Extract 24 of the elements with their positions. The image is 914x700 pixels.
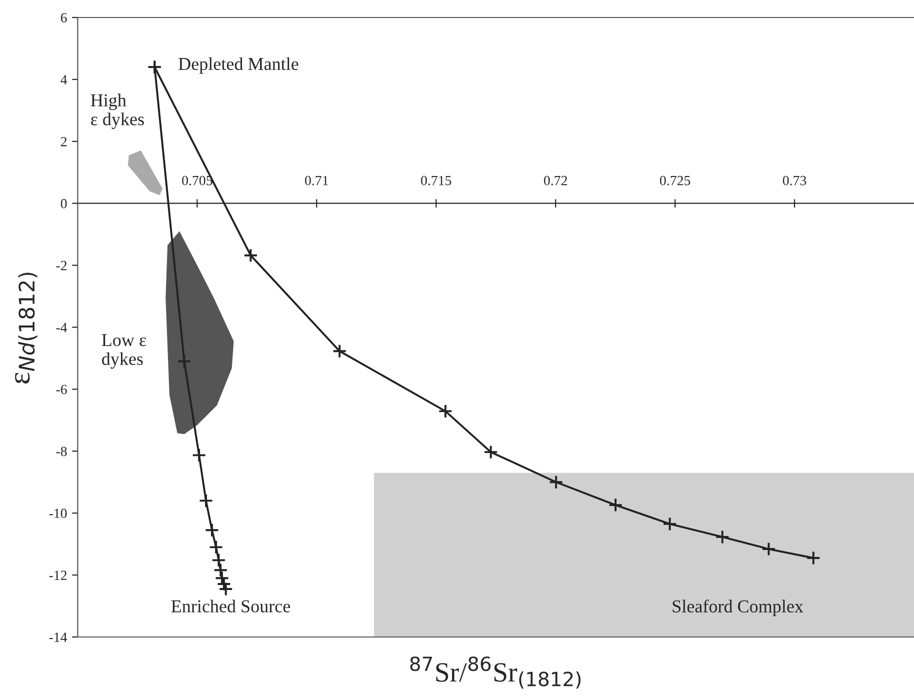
annotation: Depleted Mantle	[178, 57, 298, 74]
y-tick-label: 0	[60, 198, 67, 208]
y-tick-label: -2	[56, 260, 67, 270]
x-axis-title: $^{87}$Sr/$^{86}$Sr$_{(1812)}$	[410, 656, 581, 689]
x-tick-label: 0.72	[544, 176, 567, 186]
x-tick-label: 0.715	[421, 176, 452, 186]
annotation: High ε dykes	[90, 94, 144, 130]
y-tick-label: 4	[60, 75, 68, 84]
x-tick-label: 0.71	[305, 176, 328, 186]
annotation: Low ε dykes	[102, 334, 146, 369]
annotation: Enriched Source	[171, 600, 290, 612]
y-tick-label: 2	[60, 137, 67, 146]
y-tick-label: -6	[56, 384, 67, 394]
x-tick-label: 0.725	[660, 176, 690, 186]
y-tick-label: -8	[56, 446, 67, 456]
y-axis-title: ε$_{Nd(1812)}$	[15, 272, 38, 384]
x-tick-label: 0.705	[182, 176, 212, 186]
y-tick-label: -14	[49, 632, 68, 642]
y-tick-label: -12	[49, 570, 67, 580]
y-tick-label: -4	[56, 322, 68, 332]
y-tick-label: -10	[49, 508, 67, 518]
x-tick-label: 0.73	[782, 176, 806, 186]
y-tick-label: 6	[60, 13, 67, 22]
annotation: Sleaford Complex	[672, 600, 804, 616]
